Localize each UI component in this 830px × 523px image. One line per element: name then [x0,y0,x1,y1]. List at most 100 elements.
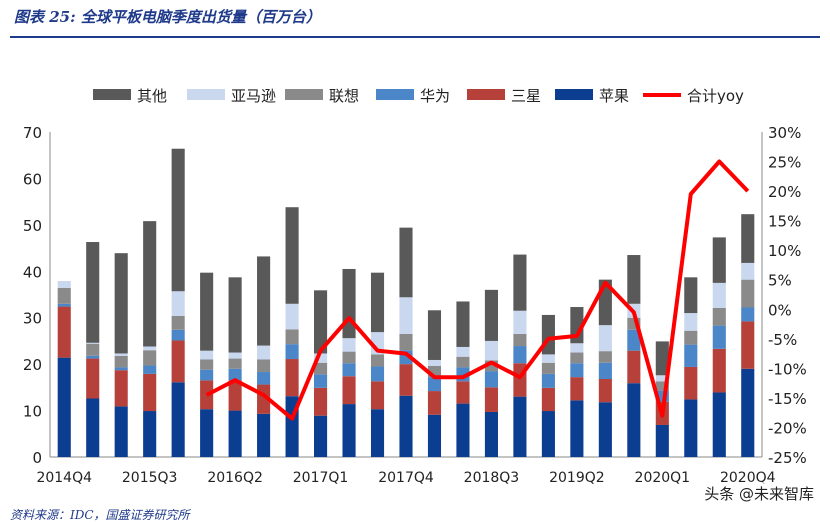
y2-tick-label: -10% [768,360,807,378]
bar-2020Q3-其他 [712,237,726,283]
bar-2015Q2-苹果 [114,406,128,457]
bar-2016Q2-亚马逊 [228,352,242,359]
bar-2016Q2-其他 [228,277,242,353]
bar-2019Q4-其他 [627,255,641,304]
bar-2017Q1-亚马逊 [314,353,328,363]
bar-2016Q1-其他 [200,272,214,351]
bar-2016Q3-其他 [257,256,271,346]
bar-2015Q2-三星 [114,370,128,407]
bar-2018Q3-其他 [484,289,498,341]
bar-2018Q4-亚马逊 [513,310,527,334]
x-tick-label: 2017Q4 [378,470,434,486]
bar-2020Q4-亚马逊 [741,262,755,280]
bar-2020Q2-亚马逊 [684,313,698,331]
bar-2020Q4-其他 [741,214,755,263]
bar-2020Q2-华为 [684,344,698,367]
bar-2015Q4-华为 [171,329,185,341]
bar-2014Q4-联想 [57,288,71,304]
y-tick-label: 20 [23,356,42,374]
y2-tick-label: 0% [768,301,792,319]
bar-2015Q4-联想 [171,315,185,330]
bar-2014Q4-华为 [57,303,71,307]
bar-2015Q3-三星 [143,373,157,412]
bar-2016Q1-联想 [200,359,214,370]
bar-2019Q1-华为 [541,373,555,388]
bar-2019Q2-华为 [570,363,584,378]
bar-2018Q3-亚马逊 [484,340,498,361]
bar-2020Q1-亚马逊 [655,375,669,382]
bar-2016Q3-联想 [257,359,271,373]
y-tick-label: 40 [23,263,42,281]
bar-2015Q1-苹果 [86,398,100,457]
legend-label: 其他 [137,87,167,105]
bar-2017Q2-三星 [342,376,356,405]
bar-2015Q1-亚马逊 [86,342,100,344]
x-tick-label: 2014Q4 [36,470,92,486]
bar-2015Q4-苹果 [171,382,185,457]
bar-2016Q2-华为 [228,368,242,381]
bar-2018Q1-三星 [427,391,442,415]
bar-2015Q3-华为 [143,365,157,374]
bar-2017Q4-联想 [399,333,413,351]
legend-label: 苹果 [599,87,629,105]
bar-2019Q2-苹果 [570,400,584,457]
bar-2014Q4-亚马逊 [57,281,71,288]
bar-2015Q1-联想 [86,343,100,356]
bar-2017Q4-亚马逊 [399,297,413,334]
bar-2017Q3-其他 [370,272,385,333]
bar-2019Q3-亚马逊 [598,325,612,352]
bar-2018Q3-华为 [484,371,498,388]
bar-2017Q2-亚马逊 [342,338,356,352]
bar-2020Q2-三星 [684,366,698,400]
y2-tick-label: 25% [768,154,801,172]
bar-2016Q4-其他 [285,207,299,304]
bar-2018Q4-联想 [513,333,527,347]
bar-2016Q1-亚马逊 [200,350,214,360]
bar-2019Q2-其他 [570,307,584,344]
bar-2018Q2-亚马逊 [456,346,470,357]
bar-2018Q1-华为 [427,377,442,392]
bar-2019Q1-苹果 [541,411,555,457]
bar-2017Q1-三星 [314,387,328,416]
bar-2018Q1-亚马逊 [427,359,442,366]
bar-2018Q2-其他 [456,301,470,347]
legend-label: 三星 [511,87,541,105]
bar-2018Q1-联想 [427,366,442,378]
bar-2019Q1-亚马逊 [541,354,555,363]
y2-tick-label: -5% [768,331,797,349]
bar-2016Q1-苹果 [200,409,214,457]
bar-2020Q4-联想 [741,279,755,308]
bar-2020Q4-苹果 [741,368,755,457]
bar-2020Q1-华为 [655,390,669,402]
bar-2017Q3-三星 [370,381,385,410]
bar-2020Q1-其他 [655,341,669,376]
bar-2020Q1-联想 [655,381,669,391]
legend-swatch [285,89,323,100]
y2-tick-label: -15% [768,390,807,408]
bar-2017Q3-苹果 [370,409,385,457]
bar-2016Q3-亚马逊 [257,345,271,360]
legend-label: 华为 [420,87,450,105]
bar-2020Q1-苹果 [655,424,669,457]
bar-2015Q3-联想 [143,350,157,366]
y2-tick-label: 20% [768,183,801,201]
bar-2019Q1-其他 [541,314,555,355]
bar-2016Q3-苹果 [257,413,271,457]
bar-2017Q1-其他 [314,290,328,354]
bar-2017Q1-联想 [314,362,328,375]
bar-2014Q4-三星 [57,306,71,358]
bar-2015Q2-其他 [114,253,128,354]
bar-2020Q3-三星 [712,348,726,393]
bar-2018Q3-苹果 [484,411,498,457]
y2-tick-label: -25% [768,449,807,467]
bar-2016Q4-华为 [285,344,299,360]
bar-2019Q3-三星 [598,379,612,403]
bar-2019Q1-联想 [541,362,555,374]
bar-2015Q1-其他 [86,242,100,343]
bar-2017Q1-华为 [314,374,328,388]
bar-2016Q1-华为 [200,369,214,381]
bar-2020Q2-其他 [684,277,698,314]
bar-2018Q1-苹果 [427,414,442,457]
y2-tick-label: 10% [768,242,801,260]
